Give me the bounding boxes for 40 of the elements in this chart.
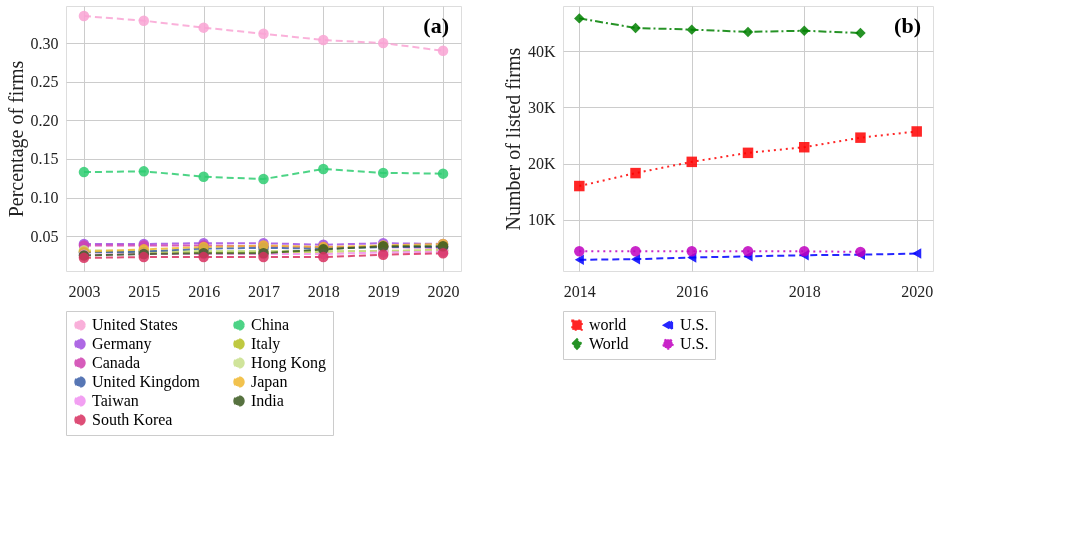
x-tick-label: 2015 [128,282,161,300]
legend-label: South Korea [92,411,173,428]
legend-label: United Kingdom [92,373,201,391]
y-tick-label: 0.05 [30,227,59,245]
x-tick-label: 2020 [901,282,934,300]
legend-label: Japan [251,373,288,391]
legend-label: U.S. [680,316,709,334]
y-tick-label: 0.30 [30,34,59,52]
y-tick-label: 40K [527,42,556,60]
y-tick-label: 10K [527,211,556,229]
y-tick-label: 0.15 [30,150,59,168]
x-tick-label: 2018 [307,282,340,300]
x-tick-label: 2003 [68,282,101,300]
x-tick-label: 2017 [248,282,280,300]
y-axis-title: Number of listed firms [501,47,524,231]
legend-label: United States [92,316,178,334]
annotation: (a) [423,13,449,38]
x-tick-label: 2016 [676,282,709,300]
legend-label: Taiwan [92,392,139,409]
x-tick-label: 2020 [427,282,460,300]
legend-label: World [589,335,629,352]
legend-label: India [251,392,284,409]
x-tick-label: 2018 [788,282,821,300]
y-tick-label: 30K [527,98,556,116]
x-tick-label: 2019 [367,282,400,300]
y-tick-label: 20K [527,155,556,173]
y-tick-label: 0.20 [30,111,59,129]
legend-label: world [589,316,627,334]
legend-label: China [251,316,290,334]
x-tick-label: 2014 [563,282,596,300]
legend-label: U.S. [680,335,709,352]
y-axis-title: Percentage of firms [4,60,28,218]
x-tick-label: 2016 [188,282,221,300]
legend-label: Canada [92,354,140,371]
annotation: (b) [894,13,921,38]
y-tick-label: 0.10 [30,189,59,207]
y-tick-label: 0.25 [30,73,59,91]
legend-label: Germany [92,335,152,353]
legend-label: Hong Kong [251,354,327,372]
legend-label: Italy [251,335,281,353]
